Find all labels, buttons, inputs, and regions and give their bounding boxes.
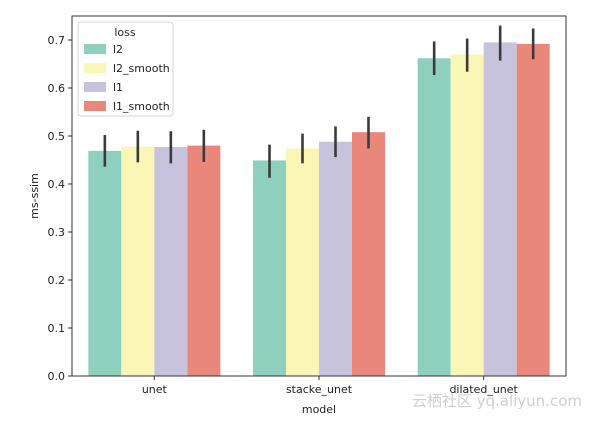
y-axis-title: ms-ssim bbox=[28, 173, 41, 219]
y-axis: 0.0 0.1 0.2 0.3 0.4 0.5 0.6 0.7 bbox=[48, 34, 72, 383]
legend-label-l2_smooth: l2_smooth bbox=[113, 62, 170, 75]
bar-l1_smooth-unet bbox=[187, 145, 221, 376]
legend-swatch-l1 bbox=[84, 82, 106, 92]
x-tick-label-dilated_unet: dilated_unet bbox=[449, 383, 518, 396]
legend-label-l1: l1 bbox=[113, 81, 123, 94]
x-tick-label-stacke_unet: stacke_unet bbox=[286, 383, 353, 396]
x-tick-label-unet: unet bbox=[142, 383, 168, 396]
bar-l2-dilated_unet bbox=[417, 58, 451, 377]
y-tick-label: 0.3 bbox=[48, 226, 66, 239]
watermark: 云栖社区 yq.aliyun.com bbox=[412, 392, 582, 410]
legend-label-l2: l2 bbox=[113, 43, 123, 56]
bar-l2-unet bbox=[88, 150, 122, 376]
legend: loss l2 l2_smooth l1 l1_smooth bbox=[77, 21, 174, 117]
bar-l1_smooth-stacke_unet bbox=[352, 132, 385, 376]
bar-l2_smooth-unet bbox=[121, 146, 155, 376]
legend-title: loss bbox=[114, 26, 136, 39]
bar-l1-dilated_unet bbox=[483, 42, 517, 377]
y-tick-label: 0.4 bbox=[48, 178, 66, 191]
y-tick-label: 0.5 bbox=[48, 130, 66, 143]
bar-l2_smooth-stacke_unet bbox=[286, 148, 319, 376]
bar-l1-unet bbox=[154, 147, 188, 376]
y-tick-label: 0.7 bbox=[48, 34, 66, 47]
legend-swatch-l2_smooth bbox=[84, 63, 106, 73]
legend-swatch-l2 bbox=[84, 44, 106, 54]
legend-swatch-l1_smooth bbox=[84, 101, 106, 111]
y-tick-label: 0.6 bbox=[48, 82, 66, 95]
y-tick-label: 0.1 bbox=[48, 322, 66, 335]
bar-l1-stacke_unet bbox=[319, 141, 352, 376]
y-tick-label: 0.2 bbox=[48, 274, 66, 287]
bar-l2-stacke_unet bbox=[253, 160, 286, 376]
legend-label-l1_smooth: l1_smooth bbox=[113, 100, 170, 113]
y-tick-label: 0.0 bbox=[48, 370, 66, 383]
bar-l2_smooth-dilated_unet bbox=[450, 54, 484, 377]
bar-l1_smooth-dilated_unet bbox=[516, 43, 550, 377]
error-bars-layer bbox=[103, 25, 535, 178]
bars-layer bbox=[88, 42, 550, 377]
x-axis-title: model bbox=[302, 403, 336, 416]
x-axis: unet stacke_unet dilated_unet bbox=[142, 376, 519, 396]
